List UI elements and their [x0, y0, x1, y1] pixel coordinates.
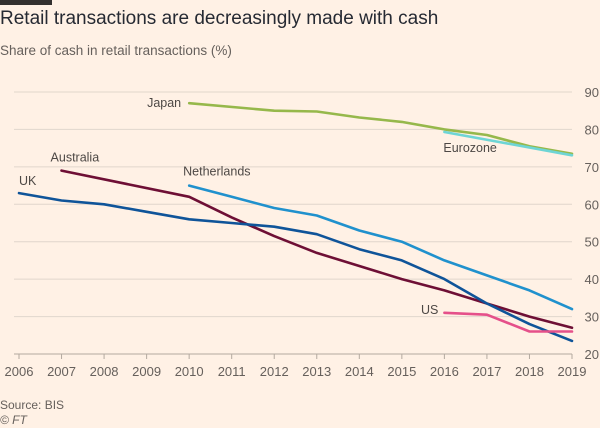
x-tick-label-2018: 2018: [515, 364, 544, 379]
y-tick-label-30: 30: [585, 310, 599, 325]
series-label-australia: Australia: [51, 151, 100, 165]
x-tick-label-2010: 2010: [175, 364, 204, 379]
x-tick-label-2019: 2019: [558, 364, 587, 379]
series-label-netherlands: Netherlands: [183, 165, 250, 179]
x-axis-labels: 2006 2007 2008 2009 2010 2011 2012 2013 2014 2015…: [5, 364, 587, 379]
series-line-netherlands: [187, 184, 574, 311]
x-tick-label-2009: 2009: [132, 364, 161, 379]
y-tick-label-90: 90: [585, 85, 599, 100]
chart-title: Retail transactions are decreasingly mad…: [0, 8, 439, 29]
header-rule: [0, 0, 52, 5]
series-lines: [17, 101, 574, 343]
series-line-eurozone: [443, 130, 574, 157]
y-tick-label-40: 40: [585, 272, 599, 287]
y-axis-labels: 20 30 40 50 60 70 80 90: [585, 85, 599, 362]
series-label-japan: Japan: [147, 96, 181, 110]
source-note: Source: BIS: [0, 398, 65, 412]
x-tick-label-2008: 2008: [90, 364, 119, 379]
series-line-japan: [187, 101, 574, 156]
series-line-us: [443, 311, 574, 333]
series-line-uk: [17, 191, 574, 343]
x-tick-label-2015: 2015: [387, 364, 416, 379]
series-label-us: US: [421, 303, 438, 317]
x-tick-label-2016: 2016: [430, 364, 459, 379]
x-tick-label-2013: 2013: [302, 364, 331, 379]
y-tick-label-80: 80: [585, 122, 599, 137]
series-labels: Japan Eurozone Australia UK Netherlands US: [19, 96, 497, 317]
x-tick-label-2006: 2006: [5, 364, 34, 379]
y-tick-label-70: 70: [585, 160, 599, 175]
y-tick-label-50: 50: [585, 235, 599, 250]
y-tick-label-60: 60: [585, 197, 599, 212]
y-tick-label-20: 20: [585, 347, 599, 362]
x-tick-label-2007: 2007: [47, 364, 76, 379]
series-label-uk: UK: [19, 174, 37, 188]
x-axis-ticks: [18, 354, 573, 359]
chart-subtitle: Share of cash in retail transactions (%): [0, 43, 232, 58]
series-line-australia: [60, 169, 574, 330]
x-tick-label-2017: 2017: [472, 364, 501, 379]
series-label-eurozone: Eurozone: [443, 141, 497, 155]
x-tick-label-2012: 2012: [260, 364, 289, 379]
line-chart: 20 30 40 50 60 70 80 90 2006 2007 2008 2009 2010 201…: [5, 85, 599, 379]
x-tick-label-2014: 2014: [345, 364, 374, 379]
ft-credit: © FT: [0, 413, 27, 427]
x-tick-label-2011: 2011: [218, 364, 246, 379]
